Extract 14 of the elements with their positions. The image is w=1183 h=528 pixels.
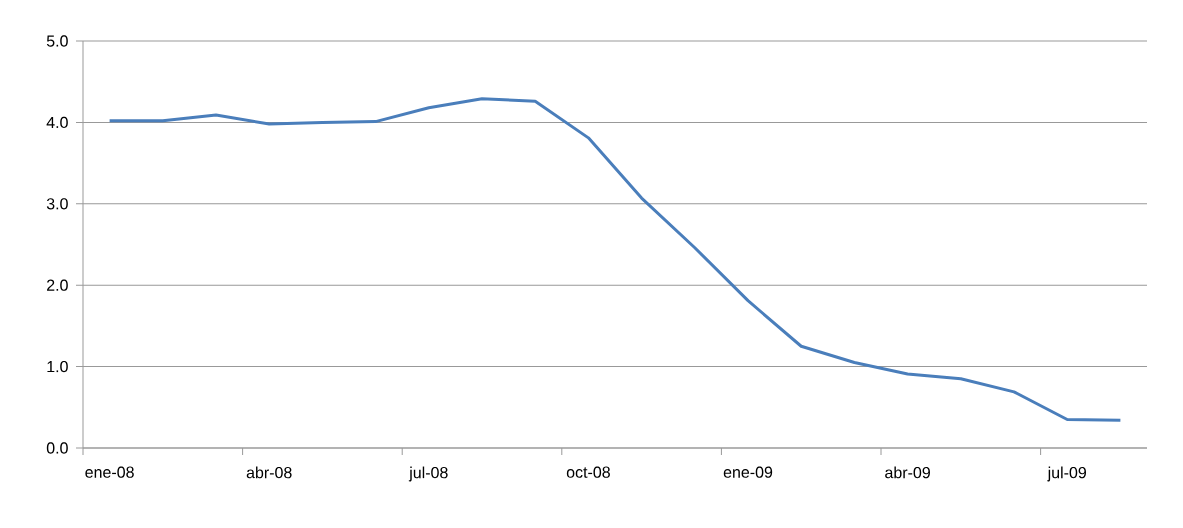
y-tick-label: 3.0 xyxy=(46,198,68,210)
x-tick-label: jul-08 xyxy=(408,466,448,482)
x-tick-label: jul-09 xyxy=(1047,466,1086,482)
x-tick-label: abr-09 xyxy=(885,466,930,479)
y-tick-label: 1.0 xyxy=(47,360,68,373)
x-tick-label: ene-08 xyxy=(85,466,134,478)
y-tick-label: 5.0 xyxy=(46,35,68,47)
x-tick-label: abr-08 xyxy=(246,466,292,479)
line-series xyxy=(108,97,1122,422)
x-tick-label: ene-09 xyxy=(723,466,773,478)
x-tick-label: oct-08 xyxy=(566,466,610,478)
y-tick-label: 2.0 xyxy=(47,279,68,291)
y-tick-label: 4.0 xyxy=(46,116,68,129)
y-tick-label: 0.0 xyxy=(46,442,68,454)
